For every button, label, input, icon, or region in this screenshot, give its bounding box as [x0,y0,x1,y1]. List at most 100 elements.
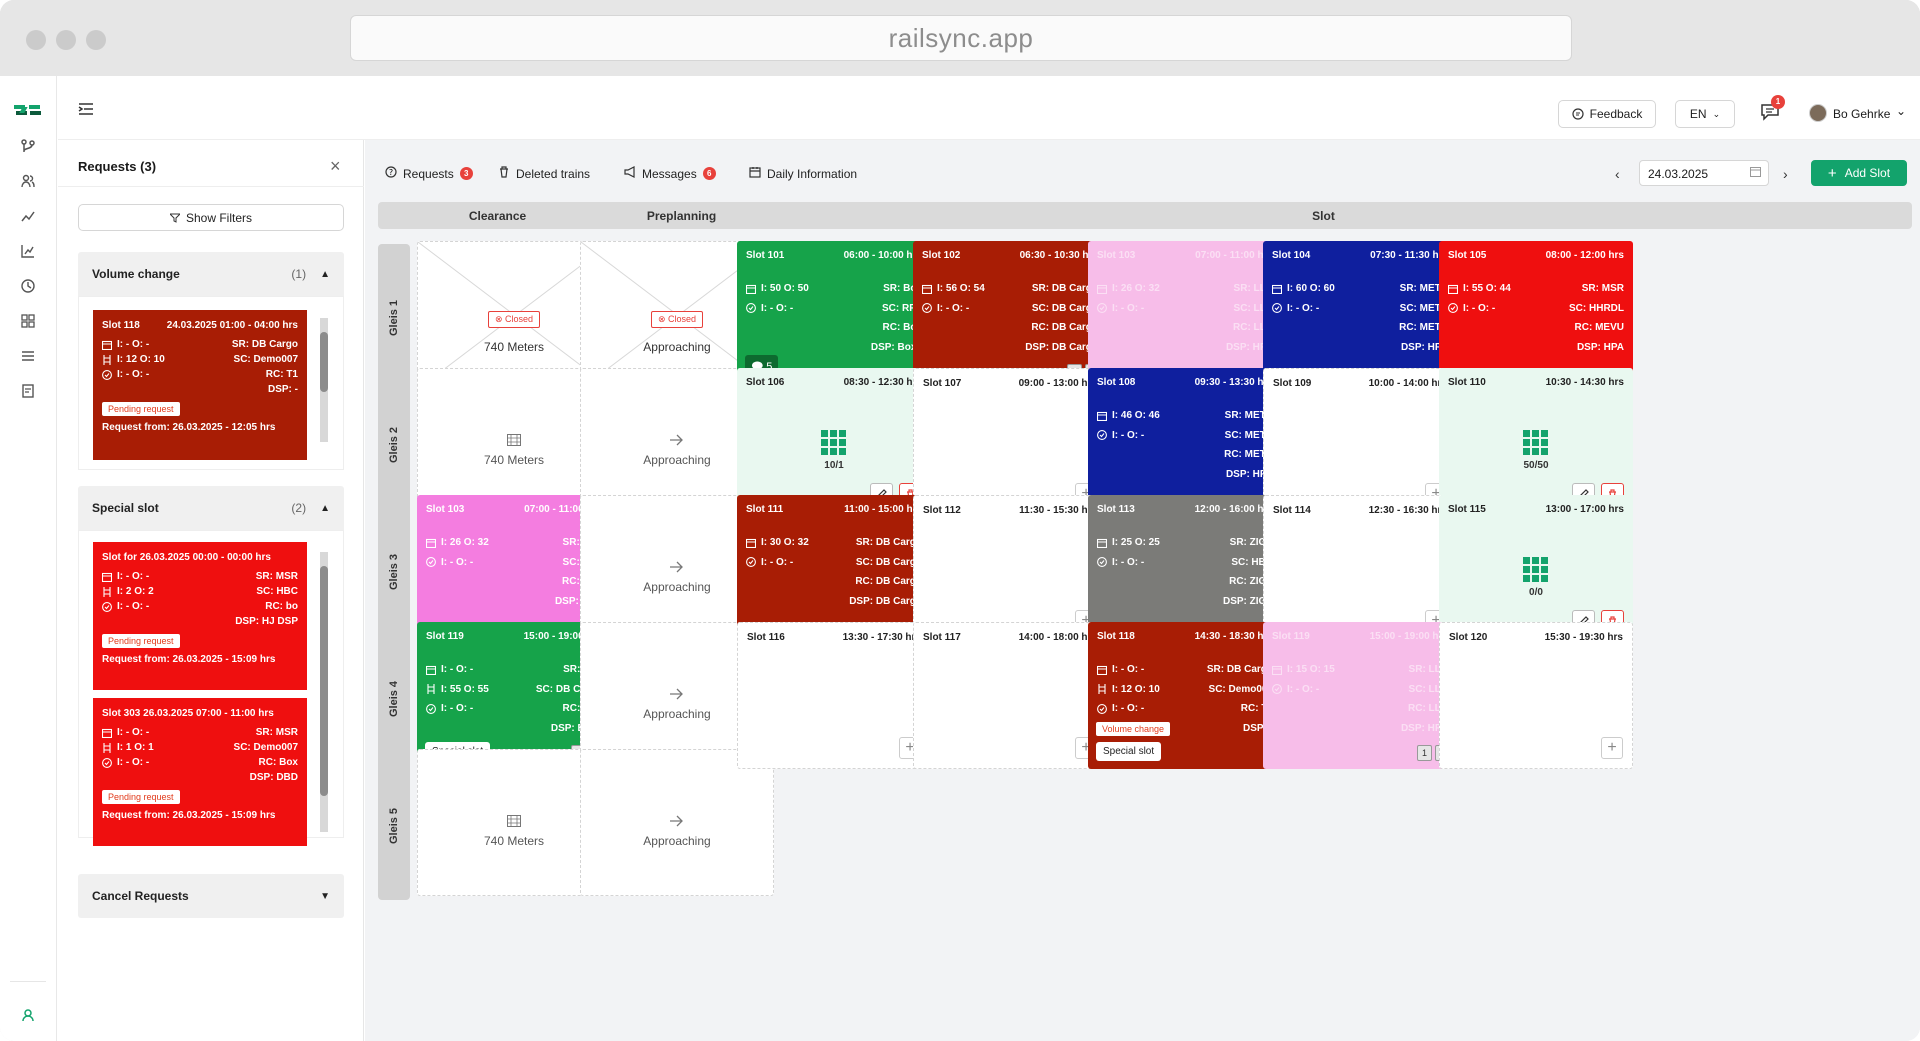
section-count: (2) [291,501,307,515]
empty-slot[interactable]: Slot 107 09:00 - 13:00 hrs + [913,368,1107,515]
document-icon[interactable] [14,377,42,405]
card-row: I: 2 O: 2 SC: HBC [102,584,298,599]
section-header[interactable]: Special slot (2) ▲ [78,486,344,530]
section-header[interactable]: Cancel Requests ▼ [78,874,344,918]
empty-slot[interactable]: Slot 120 15:30 - 19:30 hrs + [1439,622,1633,769]
feedback-button[interactable]: Feedback [1558,100,1656,128]
capacity-slot[interactable]: Slot 115 13:00 - 17:00 hrs 0/0 [1439,495,1633,642]
slot-name: Slot 115 [1448,504,1486,515]
chevron-up-icon[interactable]: ▲ [320,502,330,514]
volume-change-section: Volume change (1) ▲ Slot 118 24.03.2025 0… [78,252,344,470]
slot-card[interactable]: Slot 119 15:00 - 19:00 hrs I: 15 O: 15 SR: … [1263,622,1457,769]
chat-icon[interactable]: 1 [1760,95,1785,127]
slot-row: DSP: Boxx [746,338,922,358]
slot-card[interactable]: Slot 113 12:00 - 16:00 hrs I: 25 O: 25 SR: … [1088,495,1282,642]
empty-slot[interactable]: Slot 117 14:00 - 18:00 hrs + [913,622,1107,769]
language-value: EN [1689,107,1707,121]
slot-attr: DSP: HPA [1400,722,1448,734]
users-icon[interactable] [14,167,42,195]
window-minimize-dot[interactable] [56,30,76,50]
avatar[interactable] [1809,104,1827,122]
rail-divider [10,981,46,982]
slot-attr: DSP: HPA [1400,341,1448,353]
add-slot-button[interactable]: + Add Slot [1811,160,1907,186]
logo-icon[interactable] [14,96,42,124]
preplanning-cell[interactable]: Approaching [580,749,774,896]
slot-name: Slot 107 [923,378,962,389]
trend-icon[interactable] [14,202,42,230]
tab-daily-information[interactable]: Daily Information [749,166,857,181]
tab-deleted-trains[interactable]: Deleted trains [498,166,590,181]
empty-slot[interactable]: Slot 112 11:30 - 15:30 hrs + [913,495,1107,642]
section-header[interactable]: Volume change (1) ▲ [78,252,344,296]
slot-row: RC: LLC [1272,699,1448,719]
cell-text: Approaching [643,453,711,467]
slot-card[interactable]: Slot 111 11:00 - 15:00 hrs I: 30 O: 32 SR: … [737,495,931,642]
chevron-down-icon[interactable]: ▼ [320,890,330,902]
empty-slot[interactable]: Slot 116 13:30 - 17:30 hrs + [737,622,931,769]
add-train-button[interactable]: + [1601,737,1623,759]
request-card[interactable]: Slot 303 26.03.2025 07:00 - 11:00 hrs I: … [93,698,307,846]
chevron-up-icon[interactable]: ▲ [320,268,330,280]
slot-card[interactable]: Slot 119 15:00 - 19:00 hrs I: - O: -SR: Bo… [417,622,611,769]
slot-io: I: - O: - [937,302,970,314]
window-close-dot[interactable] [26,30,46,50]
show-filters-button[interactable]: Show Filters [78,204,344,231]
slot-attr: SC: LLC [1408,683,1448,695]
card-row-left: I: - O: - [102,337,149,352]
scrollbar[interactable] [320,318,328,442]
slot-time: 06:30 - 10:30 hrs [1019,250,1098,261]
clearance-cell[interactable]: 740 Meters [417,749,611,896]
slot-card[interactable]: Slot 101 06:00 - 10:00 hrs I: 50 O: 50 SR: … [737,241,931,388]
branch-icon[interactable] [14,132,42,160]
prev-day-button[interactable]: ‹ [1615,166,1620,182]
cancel-requests-section[interactable]: Cancel Requests ▼ [78,874,344,918]
slot-card[interactable]: Slot 105 08:00 - 12:00 hrs I: 55 O: 44 SR: … [1439,241,1633,388]
slot-header: Slot 113 12:00 - 16:00 hrs [1097,504,1273,515]
clearance-cell[interactable]: 740 Meters [417,368,611,515]
language-select[interactable]: EN ⌄ [1675,100,1735,128]
arrow-right-icon [581,560,773,578]
clock-icon[interactable] [14,272,42,300]
slot-row: DSP: HPA [1097,465,1273,485]
slot-row-left: I: - O: - [426,660,473,680]
close-icon[interactable]: × [330,156,341,176]
chevron-down-icon: ⌄ [1712,108,1721,119]
list-icon[interactable] [14,342,42,370]
slot-attr: DSP: HPA [1576,341,1624,353]
page-button[interactable]: 1 [1417,745,1432,761]
scrollbar[interactable] [320,552,328,832]
capacity-slot[interactable]: Slot 106 08:30 - 12:30 hrs 10/1 [737,368,931,515]
slot-card[interactable]: Slot 118 14:30 - 18:30 hrs I: - O: - SR: DB… [1088,622,1282,769]
empty-slot[interactable]: Slot 109 10:00 - 14:00 hrs + [1263,368,1457,515]
date-input[interactable]: 24.03.2025 [1639,160,1769,186]
slot-card[interactable]: Slot 104 07:30 - 11:30 hrs I: 60 O: 60 SR: … [1263,241,1457,388]
window-maximize-dot[interactable] [86,30,106,50]
card-row-left: I: - O: - [102,755,149,770]
slot-row-left: I: 55 O: 44 [1448,279,1511,299]
capacity-slot[interactable]: Slot 110 10:30 - 14:30 hrs 50/50 [1439,368,1633,515]
empty-slot[interactable]: Slot 114 12:30 - 16:30 hrs + [1263,495,1457,642]
slot-row: RC: Box [746,318,922,338]
cell-text: Approaching [643,834,711,848]
next-day-button[interactable]: › [1783,166,1788,182]
chart-icon[interactable] [14,237,42,265]
menu-toggle-icon[interactable] [78,102,94,121]
slot-card[interactable]: Slot 102 06:30 - 10:30 hrs I: 56 O: 54 SR: … [913,241,1107,388]
scrollbar-thumb[interactable] [320,566,328,796]
request-card[interactable]: Slot for 26.03.2025 00:00 - 00:00 hrs I: … [93,542,307,690]
slot-card[interactable]: Slot 108 09:30 - 13:30 hrs I: 46 O: 46 SR: … [1088,368,1282,515]
grid-icon[interactable] [14,307,42,335]
profile-icon[interactable] [14,1001,42,1029]
user-chevron-icon[interactable]: ⌄ [1896,104,1907,118]
tab-messages[interactable]: Messages 6 [624,166,716,181]
scrollbar-thumb[interactable] [320,332,328,392]
user-name[interactable]: Bo Gehrke [1833,107,1891,121]
slot-name: Slot 116 [747,632,785,643]
request-card[interactable]: Slot 118 24.03.2025 01:00 - 04:00 hrs I: -… [93,310,307,460]
address-bar[interactable]: railsync.app [350,15,1572,61]
check-circle-icon [102,369,112,380]
slot-card[interactable]: Slot 103 07:00 - 11:00 hrs I: 26 O: 32 SR: … [1088,241,1282,388]
tab-requests[interactable]: ? Requests 3 [385,166,473,181]
slot-attr: RC: LLC [1408,703,1448,714]
